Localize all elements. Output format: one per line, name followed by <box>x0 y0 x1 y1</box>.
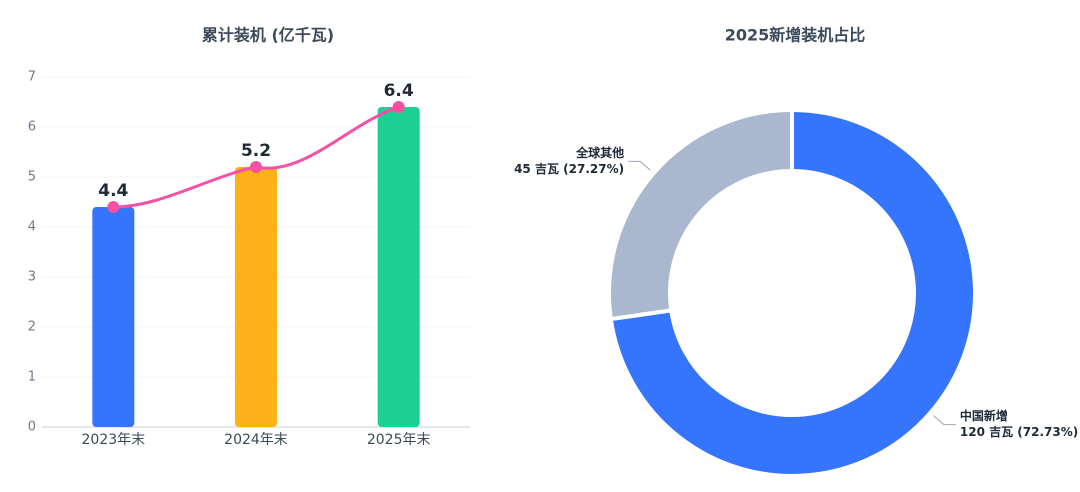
y-tick-label: 3 <box>28 270 36 285</box>
y-tick-label: 6 <box>28 120 36 135</box>
slice-value-label: 120 吉瓦 (72.73%) <box>960 424 1078 439</box>
x-tick-label: 2024年末 <box>224 432 288 448</box>
chart-title: 累计装机 (亿千瓦) <box>202 26 334 45</box>
slice-value-label: 45 吉瓦 (27.27%) <box>514 161 624 176</box>
y-tick-label: 5 <box>28 170 36 185</box>
bar <box>235 167 277 427</box>
data-label: 5.2 <box>241 141 271 161</box>
donut-slice <box>607 107 794 322</box>
line-point <box>107 201 120 213</box>
leader-line <box>932 415 956 426</box>
y-tick-label: 2 <box>28 320 36 335</box>
chart-title: 2025新增装机占比 <box>725 26 866 45</box>
y-tick-label: 0 <box>28 420 36 435</box>
bar <box>377 107 420 427</box>
data-label: 6.4 <box>384 81 414 101</box>
x-tick-label: 2025年末 <box>367 432 431 448</box>
donut-slice <box>608 107 977 478</box>
line-point <box>392 101 405 113</box>
bar <box>92 207 135 427</box>
slice-label: 全球其他 <box>575 145 624 160</box>
line-point <box>250 161 262 173</box>
data-label: 4.4 <box>98 181 128 201</box>
y-tick-label: 1 <box>28 370 36 385</box>
x-tick-label: 2023年末 <box>82 432 146 448</box>
y-tick-label: 4 <box>28 220 36 235</box>
y-tick-label: 7 <box>28 70 36 85</box>
slice-label: 中国新增 <box>960 408 1008 423</box>
leader-line <box>628 160 652 171</box>
